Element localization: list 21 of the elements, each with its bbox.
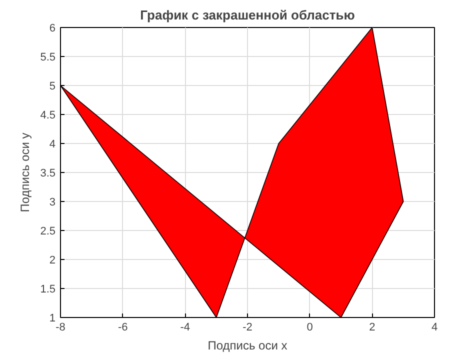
y-tick-label: 5 [49, 80, 56, 92]
x-tick-label: -6 [118, 322, 128, 334]
x-tick-label: 4 [431, 322, 438, 334]
x-tick-label: -4 [180, 322, 190, 334]
x-tick-label: 0 [306, 322, 313, 334]
chart-title: График с закрашенной областью [140, 8, 355, 22]
y-tick-label: 3.5 [40, 168, 56, 180]
y-tick-label: 4.5 [40, 110, 56, 122]
y-tick-label: 1.5 [40, 284, 56, 296]
x-tick-label: 2 [369, 322, 376, 334]
y-tick-label: 2 [49, 254, 56, 266]
y-tick-label: 4 [49, 138, 56, 150]
y-tick-label: 3 [49, 196, 56, 208]
y-tick-label: 5.5 [40, 52, 56, 64]
y-axis-title: Подпись оси y [18, 132, 32, 212]
x-axis-title: Подпись оси x [208, 338, 288, 352]
y-tick-label: 1 [49, 312, 56, 324]
y-tick-label: 2.5 [40, 226, 56, 238]
x-tick-label: -8 [56, 322, 66, 334]
x-tick-label: -2 [242, 322, 252, 334]
y-tick-label: 6 [49, 22, 56, 34]
